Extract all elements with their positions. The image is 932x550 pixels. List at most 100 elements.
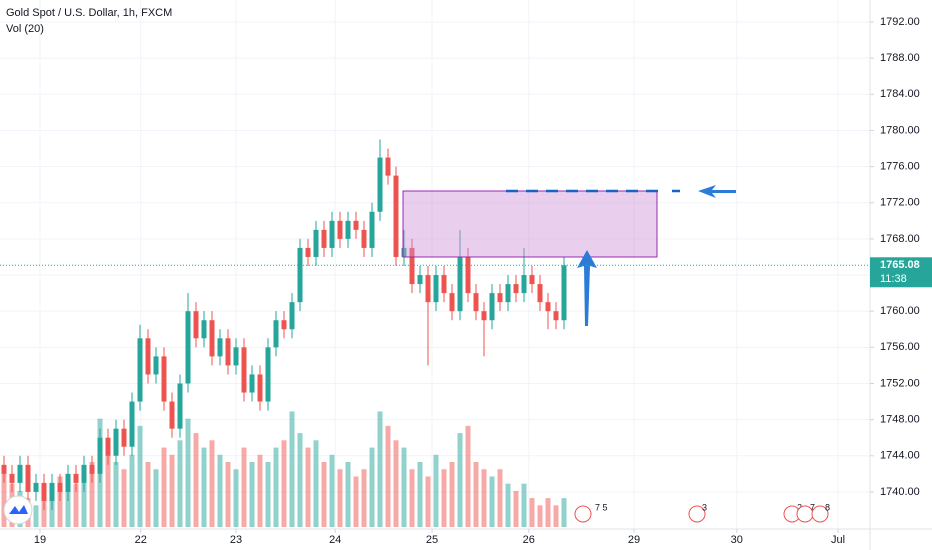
volume-bar [529,498,535,527]
candle-body [97,437,103,474]
candle-body [369,211,375,248]
candle-body [337,220,343,239]
volume-label: Vol (20) [6,23,44,35]
logo[interactable] [3,495,33,525]
candle-body [433,275,439,303]
candle-body [249,374,255,393]
candle-body [425,275,431,303]
candle-body [505,284,511,303]
candle-body [473,293,479,312]
volume-bar [281,440,287,527]
volume-bar [409,469,415,527]
volume-bar [265,462,271,527]
volume-bar [121,469,127,527]
volume-bar [225,462,231,527]
candle-body [73,473,79,483]
y-tick-label: 1748.00 [880,414,920,426]
volume-bar [257,454,263,527]
volume-bar [313,440,319,527]
candle-body [529,275,535,285]
candle-body [441,275,447,294]
candle-body [361,229,367,248]
volume-bar [249,462,255,527]
volume-bar [457,433,463,527]
candle-body [409,247,415,285]
volume-bar [233,469,239,527]
candle-body [481,311,487,321]
volume-bar [241,447,247,527]
arrow[interactable] [698,185,736,198]
volume-bar [145,462,151,527]
candle-body [153,356,159,375]
events: 7 5 3 2 7 8 [574,502,830,523]
candle-body [281,320,287,330]
event-icon[interactable] [811,505,829,523]
candle-body [57,482,63,492]
volume-bar [417,462,423,527]
event-icon[interactable] [688,505,706,523]
candle-body [185,311,191,384]
volume-bar [289,411,295,527]
y-tick-label: 1784.00 [880,88,920,100]
last-price-box [870,257,932,288]
y-tick-label: 1760.00 [880,305,920,317]
volume-bar [129,454,135,527]
event-label: 3 [702,502,707,512]
volume-bar [217,454,223,527]
volume-bar [1,469,7,527]
candle-body [1,464,7,474]
volume-bar [297,433,303,527]
volume-bar [369,447,375,527]
candle-body [273,320,279,348]
volume-bar [377,411,383,527]
volume-bar [353,476,359,527]
volume-bar [137,425,143,527]
y-tick-label: 1788.00 [880,52,920,64]
candle-body [449,293,455,312]
candle-body [33,482,39,492]
candle-body [25,464,31,492]
candle-body [17,464,23,483]
x-tick-label: 22 [135,534,147,546]
y-tick-label: 1780.00 [880,124,920,136]
candle-body [241,347,247,393]
volume-bar [329,454,335,527]
y-tick-label: 1772.00 [880,197,920,209]
candle-body [513,284,519,294]
logo-mark [9,505,28,514]
volume-bar [209,440,215,527]
candle-body [497,293,503,303]
y-tick-label: 1744.00 [880,450,920,462]
volume-bar [393,440,399,527]
arrow[interactable] [577,250,597,326]
candle-body [121,428,127,447]
candle-body [465,256,471,294]
volume-bar [89,462,95,527]
volume-bar [385,425,391,527]
volume-bar [449,462,455,527]
candle-body [393,175,399,257]
y-tick-label: 1768.00 [880,233,920,245]
volume-bar [561,498,567,527]
volume-bar [81,469,87,527]
zone[interactable] [402,190,658,258]
candle-body [169,401,175,429]
candle-body [145,338,151,375]
volume-bar [193,433,199,527]
x-tick-label: 29 [628,534,640,546]
volume-bar [513,490,519,527]
candle-body [41,482,47,501]
candle-body [385,157,391,176]
event-icon[interactable] [574,505,592,523]
volume-bar [553,505,559,527]
event-label: 7 5 [595,502,608,512]
volume-bar [425,476,431,527]
candle-body [377,157,383,212]
candle-body [457,256,463,312]
volume-bar [73,483,79,527]
volume-bar [305,447,311,527]
volume-bar [161,447,167,527]
volume-bar [489,476,495,527]
candle-body [401,247,407,257]
volume-bar [185,418,191,527]
